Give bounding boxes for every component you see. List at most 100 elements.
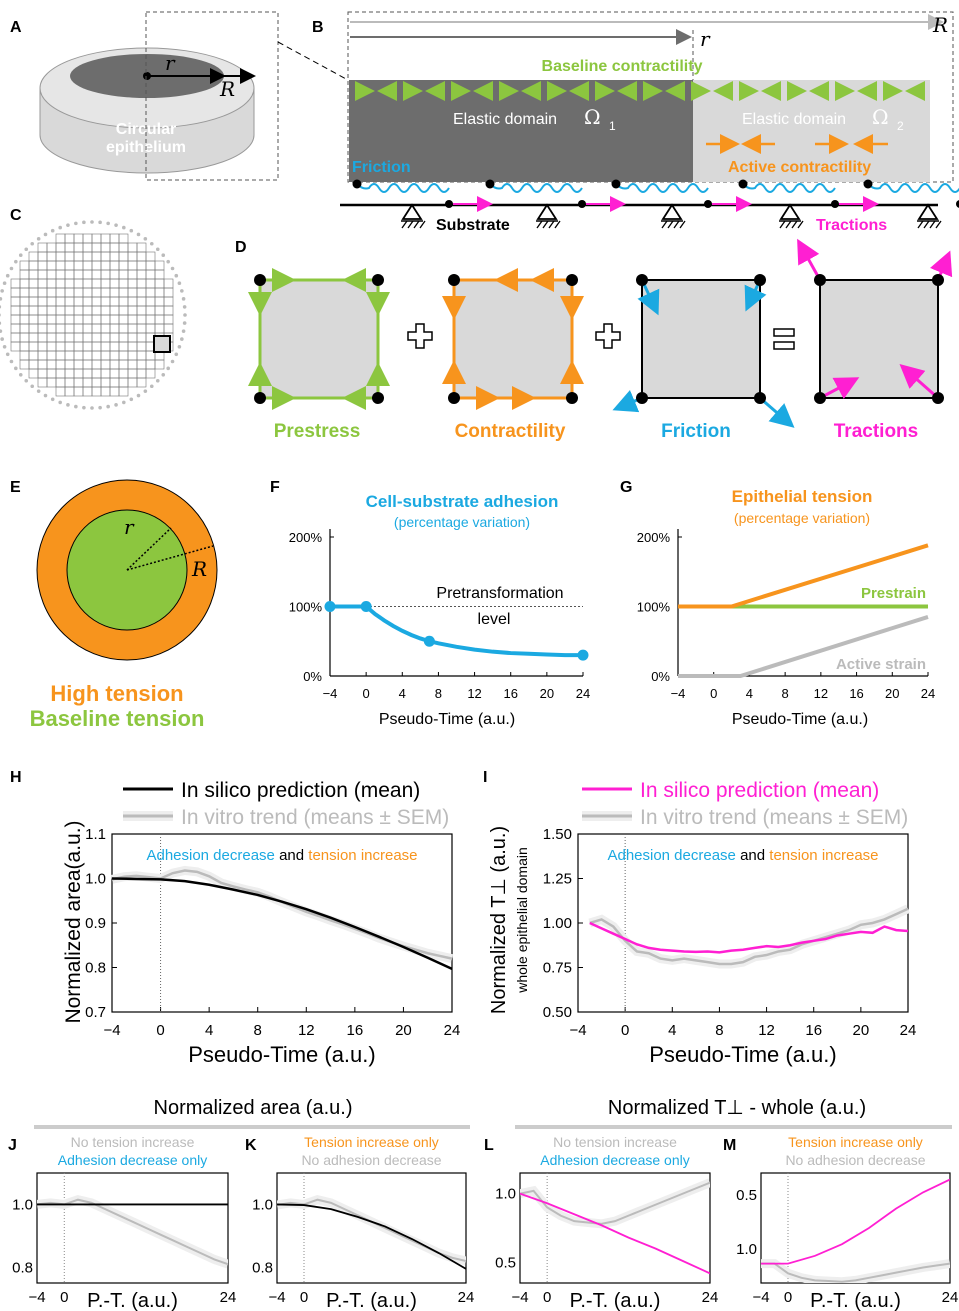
mesh-cell (73, 278, 84, 289)
x-tick-label: 12 (298, 1022, 315, 1039)
mesh-cell (46, 350, 57, 361)
mesh-cell (118, 233, 129, 244)
tractions-label-d: Tractions (834, 421, 918, 442)
x-tick-label: 12 (814, 686, 828, 701)
y-tick-label: 1.0 (85, 871, 106, 888)
mesh-cell (10, 287, 21, 298)
x-tick-label: 24 (702, 1289, 719, 1306)
tractions-element (797, 238, 953, 404)
mesh-cell (136, 314, 147, 325)
contractility-label: Contractility (455, 421, 566, 442)
mesh-cell (73, 323, 84, 334)
anchor-hatch (548, 220, 555, 229)
baseline-contractility-label: Baseline contractility (542, 58, 703, 75)
y-tick-label: 100% (289, 600, 323, 615)
mesh-cell (127, 332, 138, 343)
mesh-cell (136, 260, 147, 271)
mesh-cell (118, 251, 129, 262)
mesh-cell (91, 278, 102, 289)
mesh-cell (118, 368, 129, 379)
boundary-node (30, 241, 35, 246)
mesh-cell (109, 233, 120, 244)
mesh-cell (82, 305, 93, 316)
mesh-cell (109, 251, 120, 262)
mesh-cell (163, 314, 174, 325)
mesh-cell (46, 269, 57, 280)
mesh-cell (82, 260, 93, 271)
prestress-element (248, 268, 390, 410)
boundary-node (0, 305, 2, 309)
boundary-node (143, 237, 148, 241)
mesh-cell (55, 233, 66, 244)
vitro-line (520, 1181, 710, 1225)
mesh-cell (91, 386, 102, 397)
boundary-node (0, 289, 4, 293)
x-axis-label: P.-T. (a.u.) (810, 1290, 901, 1311)
mesh-cell (154, 278, 165, 289)
mesh-cell (37, 341, 48, 352)
panel-letter-l: L (484, 1137, 494, 1154)
chart-G: −4 0 4 8 12 16 20 24 0% 100% 200% Prestrain Active s… (637, 487, 935, 728)
mesh-cell (37, 296, 48, 307)
mesh-cell (73, 359, 84, 370)
x-tick-label: 0 (300, 1289, 308, 1306)
mesh-cell (10, 305, 21, 316)
mesh-cell (136, 242, 147, 253)
panel-letter-g: G (620, 479, 632, 496)
mesh-cell (127, 305, 138, 316)
mesh-cell (127, 296, 138, 307)
mesh-cell (64, 359, 75, 370)
x-axis-label: P.-T. (a.u.) (87, 1290, 178, 1311)
mesh-cell (73, 233, 84, 244)
mesh-cell (118, 287, 129, 298)
x-tick-label: 16 (347, 1022, 364, 1039)
boundary-node (90, 406, 94, 410)
mesh-cell (163, 305, 174, 316)
y-tick-label: 0% (651, 669, 670, 684)
mesh-cell (19, 296, 30, 307)
boundary-node (106, 404, 110, 409)
mesh-cell (64, 341, 75, 352)
boundary-node (155, 247, 160, 252)
mesh-cell (145, 287, 156, 298)
mesh-cell (145, 296, 156, 307)
mesh-cell (127, 278, 138, 289)
mesh-cell (136, 332, 147, 343)
y-tick-label: 1.0 (252, 1196, 273, 1213)
boundary-node (161, 253, 166, 258)
mesh-cell (55, 251, 66, 262)
mesh-cell (19, 287, 30, 298)
anchor-hatch (679, 220, 686, 229)
panel-letter-f: F (270, 479, 280, 496)
boundary-node (9, 266, 14, 271)
mesh-cell (64, 278, 75, 289)
annotation: Adhesion decrease and tension increase (146, 847, 417, 864)
vitro-line (589, 907, 909, 966)
y-tick-label: 0.8 (85, 960, 106, 977)
boundary-node (180, 289, 184, 293)
anchor-icon (536, 203, 558, 220)
x-tick-label: 20 (853, 1022, 870, 1039)
spring-node (578, 200, 586, 208)
friction-spring (742, 183, 836, 193)
mesh-cell (82, 269, 93, 280)
mesh-grid (0, 220, 187, 410)
mesh-cell (64, 296, 75, 307)
anchor-icon (401, 203, 423, 220)
mesh-cell (82, 314, 93, 325)
mesh-cell (109, 314, 120, 325)
mesh-cell (10, 341, 21, 352)
tension-disc (36, 479, 218, 661)
mesh-cell (118, 305, 129, 316)
mesh-cell (91, 251, 102, 262)
mesh-cell (37, 287, 48, 298)
x-tick-label: 24 (942, 1289, 959, 1306)
anchor-hatch (923, 220, 930, 229)
mesh-cell (82, 332, 93, 343)
y-axis-sublabel: whole epithelial domain (514, 847, 530, 994)
mesh-cell (46, 368, 57, 379)
mesh-cell (46, 323, 57, 334)
mesh-cell (145, 305, 156, 316)
y-tick-label: 0.5 (736, 1187, 757, 1204)
omega-1-sub: 1 (609, 119, 616, 133)
